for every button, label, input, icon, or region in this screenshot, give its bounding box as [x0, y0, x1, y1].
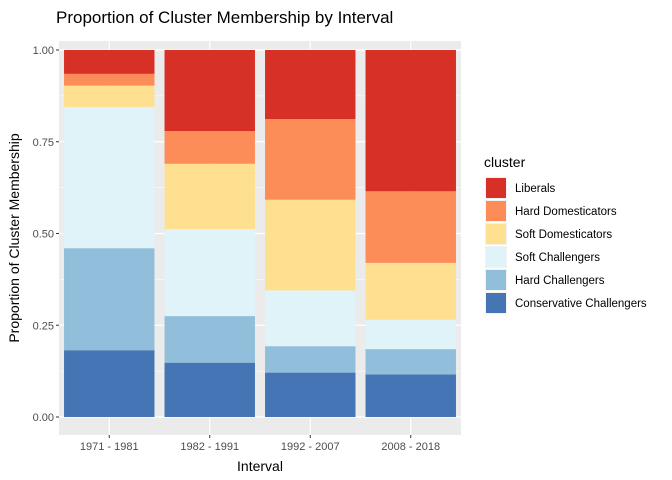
bar-segment	[365, 319, 456, 350]
bar-segment	[164, 229, 255, 317]
legend-swatch	[486, 270, 506, 290]
bar-segment	[265, 199, 356, 291]
bar-segment	[265, 372, 356, 417]
bar-segment	[365, 50, 456, 192]
bar-segment	[64, 73, 155, 86]
legend-label: Soft Challengers	[515, 252, 600, 264]
bar-segment	[365, 191, 456, 263]
bar-segment	[265, 290, 356, 347]
x-tick-label: 1992 - 2007	[281, 441, 340, 453]
bar-segment	[64, 85, 155, 107]
bar-segment	[365, 262, 456, 320]
x-tick-label: 2008 - 2018	[381, 441, 440, 453]
bar-segment	[164, 131, 255, 164]
legend-swatch	[486, 293, 506, 313]
bar-segment	[64, 248, 155, 351]
bar-segment	[64, 350, 155, 417]
bar-segment	[265, 50, 356, 119]
bar-segment	[164, 316, 255, 363]
legend-label: Hard Challengers	[515, 275, 605, 287]
legend-swatch	[486, 247, 506, 267]
legend-swatch	[486, 201, 506, 221]
bar-segment	[365, 349, 456, 375]
bar-segment	[64, 50, 155, 74]
bar-segment	[265, 118, 356, 200]
x-tick-label: 1982 - 1991	[180, 441, 239, 453]
y-tick-label: 0.00	[33, 412, 54, 424]
legend-swatch	[486, 224, 506, 244]
x-axis-ticks: 1971 - 1981 1982 - 1991 1992 - 2007 2008 - …	[80, 435, 440, 453]
legend-title: cluster	[484, 154, 526, 170]
bar-segment	[164, 362, 255, 417]
legend-label: Conservative Challengers	[515, 298, 647, 310]
bar-segment	[164, 50, 255, 132]
y-tick-label: 0.75	[33, 137, 54, 149]
y-tick-label: 1.00	[33, 45, 54, 57]
legend: cluster Liberals Hard Domesticators Soft D…	[484, 154, 647, 314]
x-axis-title: Interval	[237, 458, 283, 474]
bar-segment	[365, 374, 456, 417]
x-tick-label: 1971 - 1981	[80, 441, 139, 453]
y-axis-ticks: 0.00 0.25 0.50 0.75 1.00	[33, 45, 59, 424]
bars	[64, 50, 456, 417]
legend-label: Soft Domesticators	[515, 229, 612, 241]
legend-swatch	[486, 178, 506, 198]
bar-segment	[265, 346, 356, 373]
y-tick-label: 0.25	[33, 320, 54, 332]
y-axis-title: Proportion of Cluster Membership	[6, 133, 22, 343]
bar-segment	[164, 163, 255, 230]
y-tick-label: 0.50	[33, 229, 54, 241]
bar-segment	[64, 106, 155, 249]
chart-title: Proportion of Cluster Membership by Inte…	[56, 8, 393, 27]
legend-label: Liberals	[515, 183, 556, 195]
legend-label: Hard Domesticators	[515, 206, 617, 218]
